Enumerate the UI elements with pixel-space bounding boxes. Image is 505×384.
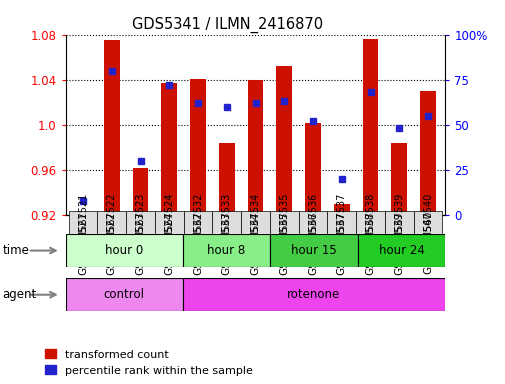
Text: rotenone: rotenone xyxy=(287,288,340,301)
Text: GSM567523: GSM567523 xyxy=(135,193,145,252)
Bar xyxy=(190,79,206,215)
Text: GSM567534: GSM567534 xyxy=(250,193,260,252)
FancyBboxPatch shape xyxy=(182,234,270,267)
FancyBboxPatch shape xyxy=(241,211,269,234)
FancyBboxPatch shape xyxy=(413,211,441,234)
Text: GSM567536: GSM567536 xyxy=(308,211,318,275)
Bar xyxy=(333,204,349,215)
Text: GSM567538: GSM567538 xyxy=(365,211,375,275)
Bar xyxy=(75,214,91,215)
FancyBboxPatch shape xyxy=(212,211,241,234)
Text: GSM567522: GSM567522 xyxy=(107,211,117,275)
Bar xyxy=(276,66,291,215)
Text: GSM567533: GSM567533 xyxy=(221,193,231,252)
Text: GSM567539: GSM567539 xyxy=(393,211,403,275)
Text: GSM567536: GSM567536 xyxy=(308,193,318,252)
FancyBboxPatch shape xyxy=(126,211,155,234)
FancyBboxPatch shape xyxy=(384,211,413,234)
FancyBboxPatch shape xyxy=(97,211,126,234)
Bar xyxy=(419,91,435,215)
FancyBboxPatch shape xyxy=(298,211,327,234)
FancyBboxPatch shape xyxy=(270,234,357,267)
Text: GSM567532: GSM567532 xyxy=(192,193,203,252)
FancyBboxPatch shape xyxy=(66,278,182,311)
Text: GSM567533: GSM567533 xyxy=(221,211,231,275)
Text: GDS5341 / ILMN_2416870: GDS5341 / ILMN_2416870 xyxy=(132,17,323,33)
Text: GSM567524: GSM567524 xyxy=(164,193,174,252)
Text: GSM567539: GSM567539 xyxy=(393,193,403,252)
Legend: transformed count, percentile rank within the sample: transformed count, percentile rank withi… xyxy=(40,345,257,380)
Bar xyxy=(104,40,120,215)
FancyBboxPatch shape xyxy=(69,211,97,234)
Text: hour 8: hour 8 xyxy=(207,244,245,257)
Text: GSM567535: GSM567535 xyxy=(279,211,289,275)
Text: GSM567521: GSM567521 xyxy=(78,193,88,252)
Text: GSM567523: GSM567523 xyxy=(135,211,145,275)
FancyBboxPatch shape xyxy=(182,278,444,311)
Bar xyxy=(305,122,320,215)
Bar xyxy=(247,80,263,215)
Text: GSM567524: GSM567524 xyxy=(164,211,174,275)
Bar xyxy=(362,39,378,215)
Text: GSM567535: GSM567535 xyxy=(279,193,289,252)
Text: GSM567538: GSM567538 xyxy=(365,193,375,252)
Text: GSM567521: GSM567521 xyxy=(78,211,88,275)
FancyBboxPatch shape xyxy=(357,234,444,267)
Text: GSM567537: GSM567537 xyxy=(336,211,346,275)
Text: GSM567534: GSM567534 xyxy=(250,211,260,275)
FancyBboxPatch shape xyxy=(183,211,212,234)
FancyBboxPatch shape xyxy=(66,234,182,267)
Text: hour 0: hour 0 xyxy=(105,244,143,257)
Text: GSM567540: GSM567540 xyxy=(422,193,432,252)
Text: GSM567532: GSM567532 xyxy=(192,211,203,275)
Bar xyxy=(219,143,234,215)
Bar xyxy=(132,168,148,215)
Text: GSM567537: GSM567537 xyxy=(336,193,346,252)
Text: agent: agent xyxy=(3,288,37,301)
Text: time: time xyxy=(3,244,29,257)
Text: GSM567522: GSM567522 xyxy=(107,193,117,252)
FancyBboxPatch shape xyxy=(356,211,384,234)
FancyBboxPatch shape xyxy=(327,211,356,234)
FancyBboxPatch shape xyxy=(269,211,298,234)
Text: GSM567540: GSM567540 xyxy=(422,211,432,275)
FancyBboxPatch shape xyxy=(155,211,183,234)
Bar xyxy=(390,143,407,215)
Bar xyxy=(161,83,177,215)
Text: control: control xyxy=(104,288,144,301)
Text: hour 24: hour 24 xyxy=(378,244,424,257)
Text: hour 15: hour 15 xyxy=(290,244,336,257)
